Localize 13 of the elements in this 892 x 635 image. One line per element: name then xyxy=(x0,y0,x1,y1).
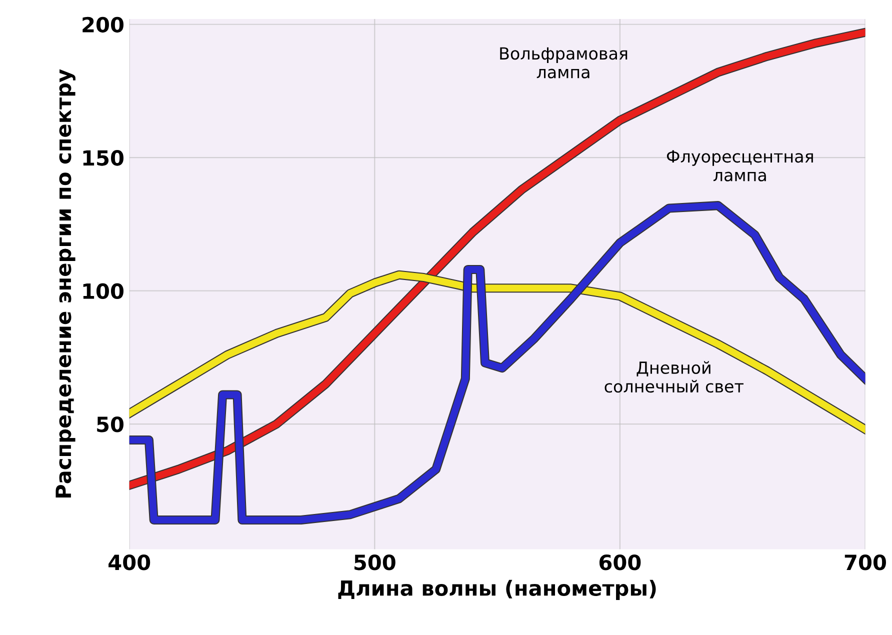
text: Вольфрамовая лампа xyxy=(500,47,628,78)
x-tick-label: 400 xyxy=(108,554,150,570)
x-tick-label: 600 xyxy=(599,554,641,570)
y-axis-title: Распределение энергии по спектру xyxy=(56,69,76,498)
series-label: Дневной солнечный свет xyxy=(604,361,744,393)
x-axis-title: Длина волны (нанометры) xyxy=(338,580,656,600)
y-tick-label: 200 xyxy=(82,16,124,33)
y-tick-label: 150 xyxy=(83,150,124,166)
y-tick-label: 50 xyxy=(97,416,124,432)
x-tick-label: 700 xyxy=(844,554,886,570)
x-tick-label: 500 xyxy=(354,554,396,570)
y-tick-label: 100 xyxy=(83,283,124,300)
series-label: Флуоресцентная лампа xyxy=(666,150,813,182)
